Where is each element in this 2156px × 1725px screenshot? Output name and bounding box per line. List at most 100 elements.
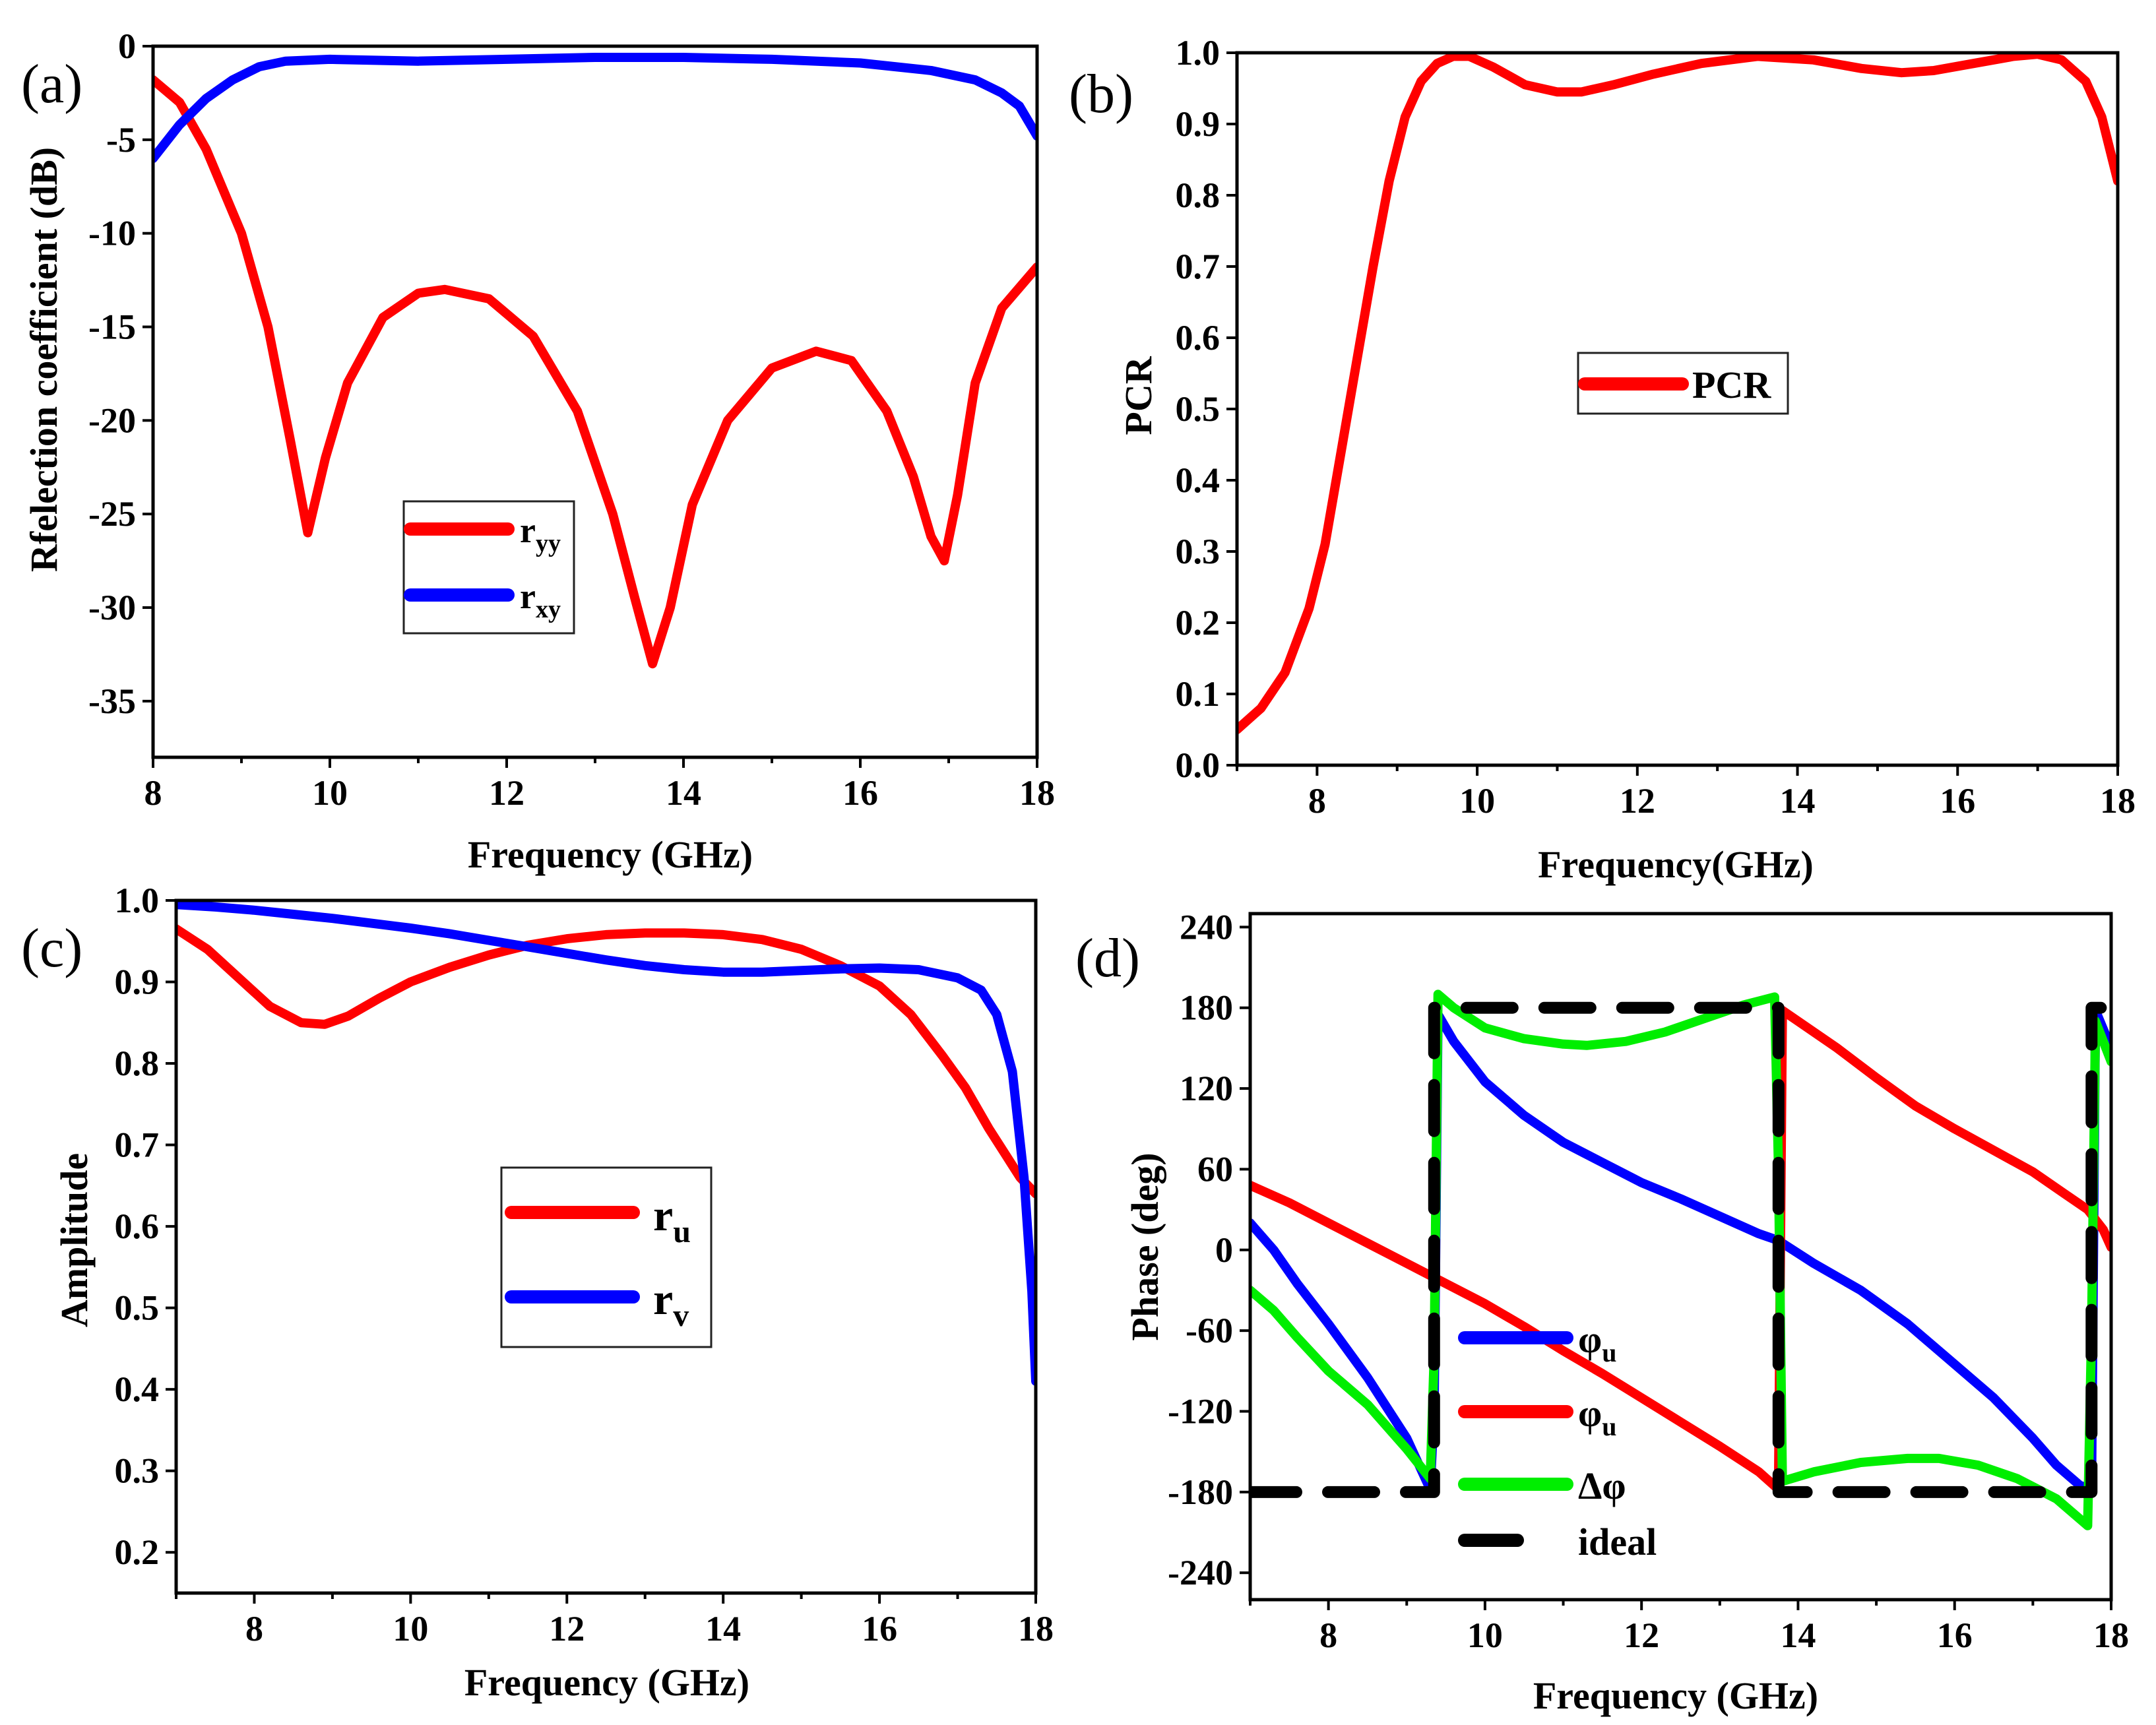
panel-d-phase-chart: 8 10 12 14 16 18 240 180 120 60 0 -60 -120 -180 -240 (… [1075, 907, 2129, 1717]
series-line-d-1-u [1250, 1005, 2111, 1494]
y-tick-label-a-4: -20 [88, 400, 136, 440]
y-tick-label-a-5: -25 [88, 494, 136, 534]
legend-label-ideal: ideal [1578, 1521, 1657, 1563]
legend-label-ru: ru [653, 1190, 691, 1249]
y-tick-label-d-0: 240 [1180, 907, 1233, 947]
x-tick-label-a-10: 10 [312, 773, 348, 813]
panel-a-reflection-chart: 8 10 12 14 16 18 0 -5 -10 -15 -20 -25 -30 -35 (a) Fre… [21, 26, 1055, 876]
y-tick-label-c-5: 0.7 [115, 1125, 160, 1165]
y-tick-label-b-8: 0.8 [1176, 175, 1221, 215]
y-tick-label-b-3: 0.3 [1176, 532, 1221, 571]
x-tick-label-a-16: 16 [842, 773, 878, 813]
y-tick-label-c-8: 1.0 [115, 881, 160, 920]
y-tick-label-d-3: 60 [1197, 1149, 1233, 1189]
x-tick-label-d-12: 12 [1624, 1615, 1659, 1655]
x-tick-label-a-8: 8 [144, 773, 162, 813]
x-tick-label-a-18: 18 [1019, 773, 1055, 813]
y-tick-label-d-2: 120 [1180, 1069, 1233, 1108]
x-tick-label-b-8: 8 [1308, 781, 1326, 821]
legend-label-rv: rv [653, 1274, 689, 1333]
y-tick-label-a-7: -35 [88, 681, 136, 721]
x-tick-label-d-14: 14 [1780, 1615, 1816, 1655]
x-tick-label-c-10: 10 [393, 1609, 428, 1648]
y-tick-label-c-3: 0.5 [115, 1288, 160, 1328]
y-tick-label-b-9: 0.9 [1176, 104, 1221, 144]
panel-label-c: (c) [21, 918, 82, 979]
y-tick-label-c-0: 0.2 [115, 1532, 160, 1572]
legend-label-phi-u-red: φu [1578, 1392, 1616, 1441]
legend-label-phi-u-blue: φu [1578, 1318, 1616, 1367]
plot-frame-c [174, 898, 1038, 1595]
y-tick-label-c-6: 0.8 [115, 1044, 160, 1083]
legend-d: φu φu Δφ ideal [1458, 1318, 1657, 1563]
y-axis-title-d: Phase (deg) [1124, 1152, 1166, 1340]
x-tick-label-c-8: 8 [245, 1609, 263, 1648]
y-tick-label-c-1: 0.3 [115, 1451, 160, 1491]
y-tick-label-b-5: 0.5 [1176, 389, 1221, 429]
y-tick-label-c-4: 0.6 [115, 1207, 160, 1246]
y-tick-label-d-7: -180 [1168, 1472, 1233, 1512]
y-tick-label-c-2: 0.4 [115, 1369, 160, 1409]
panel-b-pcr-chart: 8 10 12 14 16 18 0.0 0.1 0.2 0.3 0.4 0.5 0.6 0.7 0.8 0.… [1069, 33, 2136, 886]
y-tick-label-d-8: -240 [1168, 1553, 1233, 1592]
series-line-b-0-PCR [1237, 53, 2118, 734]
x-tick-label-c-14: 14 [705, 1609, 741, 1648]
series-line-c-1-rv [176, 900, 1036, 1386]
x-tick-label-a-12: 12 [489, 773, 524, 813]
panel-label-a: (a) [21, 53, 82, 115]
legend-a: ryy rxy [402, 500, 575, 635]
y-tick-label-c-7: 0.9 [115, 962, 160, 1002]
x-tick-label-b-12: 12 [1620, 781, 1655, 821]
y-tick-label-d-4: 0 [1215, 1230, 1233, 1270]
x-tick-label-b-10: 10 [1459, 781, 1495, 821]
x-tick-label-b-14: 14 [1780, 781, 1816, 821]
x-axis-title-d: Frequency (GHz) [1533, 1674, 1818, 1717]
x-tick-label-b-18: 18 [2100, 781, 2136, 821]
panel-label-b: (b) [1069, 63, 1133, 125]
x-tick-label-d-16: 16 [1937, 1615, 1973, 1655]
series-line-c-0-ru [176, 924, 1036, 1199]
x-tick-label-d-18: 18 [2093, 1615, 2129, 1655]
y-tick-label-b-6: 0.6 [1176, 318, 1221, 358]
legend-b: PCR [1577, 352, 1789, 415]
x-axis-title-b: Frequency(GHz) [1538, 843, 1814, 886]
y-tick-label-b-2: 0.2 [1176, 603, 1221, 643]
y-tick-label-b-7: 0.7 [1176, 247, 1221, 286]
x-tick-label-d-10: 10 [1467, 1615, 1503, 1655]
y-tick-label-b-1: 0.1 [1176, 674, 1221, 714]
legend-label-pcr: PCR [1692, 363, 1771, 406]
legend-label-ryy: ryy [520, 511, 561, 557]
series-line-d-3-ideal [1250, 1001, 2111, 1498]
y-tick-label-a-3: -15 [88, 307, 136, 347]
legend-c: ru rv [500, 1166, 713, 1348]
series-line-a-0-ryy [153, 75, 1037, 669]
y-tick-label-a-1: -5 [106, 120, 136, 160]
y-axis-title-a: Rfelection coefficient (dB) [22, 147, 65, 572]
y-axis-title-b: PCR [1117, 356, 1160, 435]
y-tick-label-b-4: 0.4 [1176, 460, 1221, 500]
y-tick-label-a-6: -30 [88, 588, 136, 627]
y-tick-label-b-10: 1.0 [1176, 33, 1221, 73]
x-axis-title-c: Frequency (GHz) [464, 1661, 749, 1704]
y-tick-label-a-0: 0 [118, 26, 136, 66]
series-line-a-1-rxy [153, 53, 1037, 164]
y-tick-label-d-6: -120 [1168, 1392, 1233, 1431]
x-tick-label-b-16: 16 [1940, 781, 1975, 821]
y-tick-label-d-5: -60 [1186, 1311, 1233, 1350]
x-tick-label-c-12: 12 [549, 1609, 585, 1648]
legend-label-rxy: rxy [520, 577, 561, 623]
y-tick-label-a-2: -10 [88, 214, 136, 253]
x-tick-label-a-14: 14 [666, 773, 701, 813]
plot-frame-d [1248, 912, 2113, 1602]
series-line-d-2- [1250, 989, 2111, 1530]
legend-label-delta-phi: Δφ [1578, 1464, 1626, 1507]
x-tick-label-c-16: 16 [862, 1609, 897, 1648]
x-axis-title-a: Frequency (GHz) [468, 833, 753, 876]
panel-label-d: (d) [1075, 927, 1140, 989]
series-line-d-0-u [1250, 1005, 2111, 1494]
panel-c-amplitude-chart: 8 10 12 14 16 18 0.2 0.3 0.4 0.5 0.6 0.7 0.8 0.9 1.0 (… [21, 881, 1054, 1704]
y-axis-title-c: Amplitude [53, 1153, 96, 1327]
y-tick-label-d-1: 180 [1180, 988, 1233, 1028]
x-tick-label-c-18: 18 [1018, 1609, 1054, 1648]
